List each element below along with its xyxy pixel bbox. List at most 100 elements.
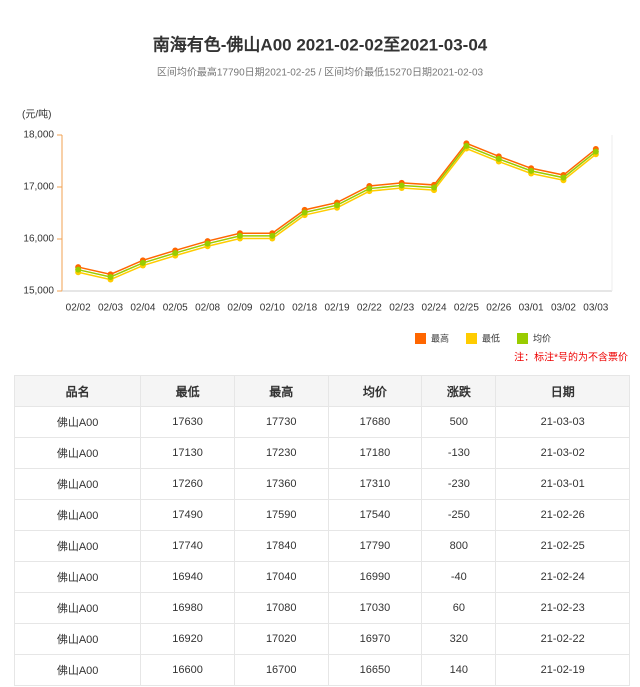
table-row: 佛山A00 16940 17040 16990 -40 21-02-24: [13, 561, 630, 593]
note: 注：标注*号的为不含票价: [514, 351, 628, 364]
column-header: 最高: [233, 375, 329, 407]
point: [463, 142, 470, 149]
point: [431, 184, 438, 191]
column-header: 品名: [13, 375, 142, 407]
table-cell: 佛山A00: [13, 406, 142, 438]
table-row: 佛山A00 16920 17020 16970 320 21-02-22: [13, 623, 630, 655]
table-cell: 17040: [233, 561, 329, 593]
table-cell: 16970: [327, 623, 423, 655]
table-cell: 佛山A00: [13, 530, 142, 562]
table-cell: -230: [421, 468, 497, 500]
series-line: [78, 145, 597, 278]
y-tick-label: 16,000: [23, 234, 54, 245]
table-row: 佛山A00 17130 17230 17180 -130 21-03-02: [13, 437, 630, 469]
table-cell: 17020: [233, 623, 329, 655]
table-cell: 800: [421, 530, 497, 562]
series-line: [78, 147, 597, 281]
table-row: 佛山A00 17740 17840 17790 800 21-02-25: [13, 530, 630, 562]
table-cell: 17180: [327, 437, 423, 469]
table-cell: 16700: [233, 654, 329, 686]
table-cell: -40: [421, 561, 497, 593]
chart-title: 南海有色-佛山A00 2021-02-02至2021-03-04: [153, 34, 488, 54]
table-cell: 17230: [233, 437, 329, 469]
table-cell: 17680: [327, 406, 423, 438]
y-tick-label: 15,000: [23, 286, 54, 297]
point: [172, 250, 179, 257]
column-header: 最低: [140, 375, 235, 407]
point: [398, 182, 405, 189]
table-cell: 17630: [140, 406, 235, 438]
table-cell: 500: [421, 406, 497, 438]
table-row: 佛山A00 17490 17590 17540 -250 21-02-26: [13, 499, 630, 531]
table-cell: 17790: [327, 530, 423, 562]
table-cell: 320: [421, 623, 497, 655]
table-cell: 17080: [233, 592, 329, 624]
table-cell: 17130: [140, 437, 235, 469]
table-cell: 21-02-22: [495, 623, 630, 655]
x-tick-label: 02/19: [324, 303, 349, 314]
y-axis-label: (元/吨): [22, 108, 51, 121]
table-row: 佛山A00 16980 17080 17030 60 21-02-23: [13, 592, 630, 624]
column-header: 涨跌: [421, 375, 497, 407]
point: [592, 148, 599, 155]
x-tick-label: 03/02: [551, 303, 576, 314]
point: [236, 232, 243, 239]
table-cell: 17310: [327, 468, 423, 500]
table-cell: 佛山A00: [13, 437, 142, 469]
x-tick-label: 02/04: [130, 303, 155, 314]
table-cell: 16940: [140, 561, 235, 593]
chart-subtitle: 区间均价最高17790日期2021-02-25 / 区间均价最低15270日期2…: [157, 66, 484, 79]
y-tick-label: 17,000: [23, 182, 54, 193]
table-cell: 21-03-03: [495, 406, 630, 438]
table-cell: 17490: [140, 499, 235, 531]
x-tick-label: 02/10: [260, 303, 285, 314]
table-row: 佛山A00 17260 17360 17310 -230 21-03-01: [13, 468, 630, 500]
point: [269, 232, 276, 239]
table-cell: 佛山A00: [13, 499, 142, 531]
x-tick-label: 02/02: [66, 303, 91, 314]
table-cell: 21-02-26: [495, 499, 630, 531]
point: [495, 155, 502, 162]
legend-label: 最高: [431, 332, 449, 343]
x-tick-label: 02/18: [292, 303, 317, 314]
table-cell: 16650: [327, 654, 423, 686]
point: [334, 202, 340, 209]
point: [107, 273, 114, 280]
table-cell: 16600: [140, 654, 235, 686]
x-tick-label: 02/05: [163, 303, 188, 314]
legend-label: 均价: [533, 332, 551, 343]
x-tick-label: 02/08: [195, 303, 220, 314]
x-tick-label: 02/25: [454, 303, 479, 314]
x-tick-label: 02/22: [357, 303, 382, 314]
table-cell: 21-02-23: [495, 592, 630, 624]
table-cell: 佛山A00: [13, 654, 142, 686]
x-tick-label: 02/09: [227, 303, 252, 314]
chart: 南海有色-佛山A00 2021-02-02至2021-03-04 区间均价最高1…: [22, 34, 628, 364]
point: [75, 266, 82, 273]
table-cell: 佛山A00: [13, 468, 142, 500]
x-tick-label: 02/23: [389, 303, 414, 314]
y-tick-label: 18,000: [23, 130, 54, 141]
table-cell: 17540: [327, 499, 423, 531]
table-cell: 16980: [140, 592, 235, 624]
point: [204, 240, 211, 247]
table-row: 佛山A00 17630 17730 17680 500 21-03-03: [13, 406, 630, 438]
table-cell: 17730: [233, 406, 329, 438]
point: [139, 259, 146, 266]
table-cell: 17360: [233, 468, 329, 500]
table-cell: 60: [421, 592, 497, 624]
table-cell: 佛山A00: [13, 592, 142, 624]
table-cell: -130: [421, 437, 497, 469]
x-tick-label: 03/01: [519, 303, 544, 314]
table-cell: 17030: [327, 592, 423, 624]
legend-swatch: [415, 333, 426, 344]
table-cell: 21-02-25: [495, 530, 630, 562]
table-cell: 17590: [233, 499, 329, 531]
point: [528, 167, 535, 174]
legend-swatch: [517, 333, 528, 344]
point: [366, 185, 373, 192]
point: [560, 174, 567, 181]
price-table: 品名 最低 最高 均价 涨跌 日期 佛山A00 17630 17730 17680 500 21-03…: [13, 375, 630, 686]
point: [301, 209, 308, 216]
